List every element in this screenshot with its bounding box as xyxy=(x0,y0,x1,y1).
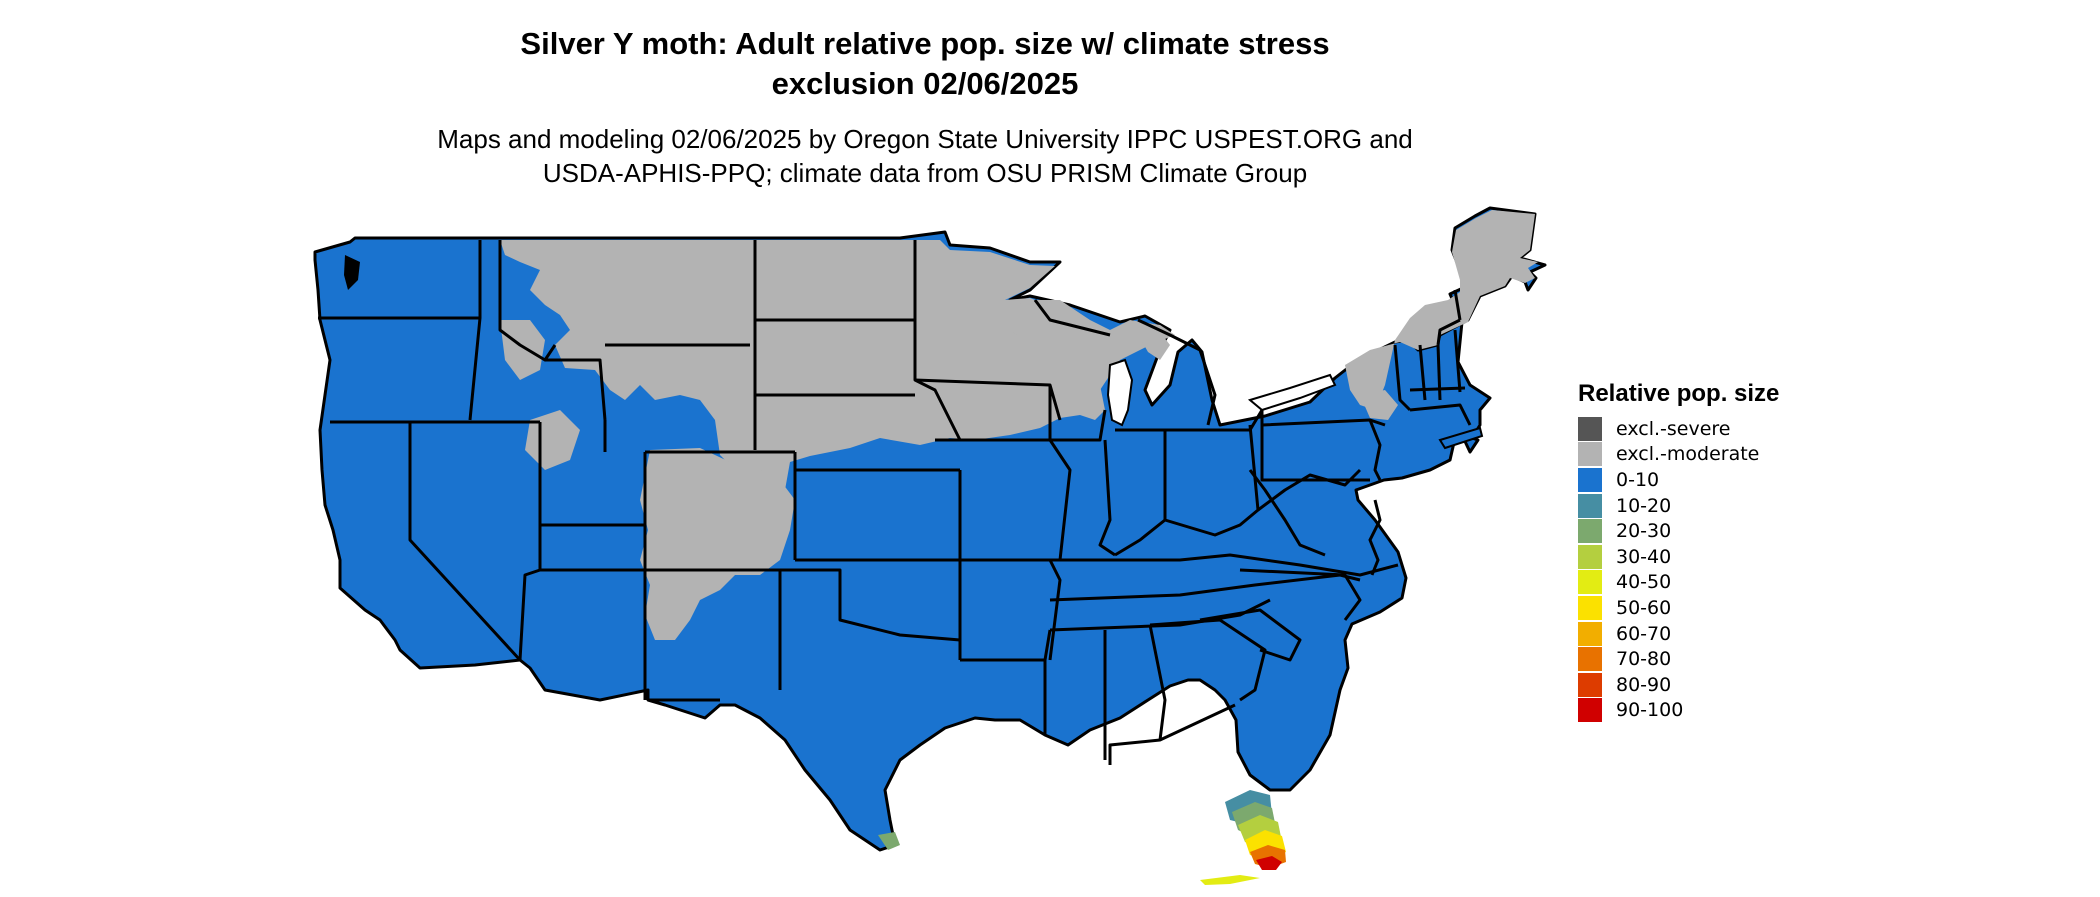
gray-idaho-patch xyxy=(500,320,545,380)
legend-item: excl.-severe xyxy=(1578,416,1779,442)
legend-label: excl.-moderate xyxy=(1616,443,1760,466)
legend-swatch xyxy=(1578,442,1602,467)
legend-item: 50-60 xyxy=(1578,595,1779,621)
legend-item: 10-20 xyxy=(1578,493,1779,519)
legend: Relative pop. size excl.-severe excl.-mod… xyxy=(1578,380,1779,723)
florida-90-100 xyxy=(1256,856,1282,870)
legend-item: excl.-moderate xyxy=(1578,442,1779,468)
legend-item: 20-30 xyxy=(1578,518,1779,544)
legend-label: 10-20 xyxy=(1616,494,1672,517)
legend-item: 0-10 xyxy=(1578,467,1779,493)
legend-items: excl.-severe excl.-moderate 0-10 10-20 20-30… xyxy=(1578,416,1779,723)
long-island xyxy=(1438,426,1484,450)
legend-item: 30-40 xyxy=(1578,544,1779,570)
legend-item: 90-100 xyxy=(1578,698,1779,724)
legend-label: 60-70 xyxy=(1616,622,1672,645)
map-title-line2: exclusion 02/06/2025 xyxy=(771,66,1079,101)
gray-colorado-rockies xyxy=(640,448,795,640)
legend-label: 20-30 xyxy=(1616,520,1672,543)
map-title: Silver Y moth: Adult relative pop. size … xyxy=(0,24,1850,104)
texas-tip-20-30 xyxy=(878,832,900,850)
legend-swatch xyxy=(1578,647,1602,672)
legend-item: 60-70 xyxy=(1578,621,1779,647)
legend-label: 90-100 xyxy=(1616,699,1684,722)
legend-swatch xyxy=(1578,467,1602,492)
legend-label: excl.-severe xyxy=(1616,417,1731,440)
puget-sound xyxy=(344,255,360,290)
legend-swatch xyxy=(1578,519,1602,544)
legend-item: 40-50 xyxy=(1578,570,1779,596)
legend-label: 0-10 xyxy=(1616,468,1660,491)
map-subtitle: Maps and modeling 02/06/2025 by Oregon S… xyxy=(0,122,1850,190)
legend-label: 70-80 xyxy=(1616,648,1672,671)
legend-title: Relative pop. size xyxy=(1578,380,1780,407)
gray-north-plains xyxy=(500,240,1105,505)
legend-label: 50-60 xyxy=(1616,596,1672,619)
chesapeake-bay xyxy=(1368,499,1382,576)
legend-label: 40-50 xyxy=(1616,571,1672,594)
legend-swatch xyxy=(1578,595,1602,620)
gray-ny-patch xyxy=(1360,390,1398,420)
state-borders xyxy=(318,240,1472,765)
gray-wisconsin-mich xyxy=(1000,300,1175,412)
gray-upper-mich xyxy=(1140,332,1170,360)
florida-keys xyxy=(1200,875,1260,885)
legend-item: 70-80 xyxy=(1578,646,1779,672)
gray-new-england xyxy=(1345,210,1538,410)
map-title-line1: Silver Y moth: Adult relative pop. size … xyxy=(520,26,1330,61)
legend-swatch xyxy=(1578,621,1602,646)
map-subtitle-line2: USDA-APHIS-PPQ; climate data from OSU PR… xyxy=(542,158,1308,188)
legend-label: 80-90 xyxy=(1616,673,1672,696)
legend-swatch xyxy=(1578,698,1602,723)
legend-swatch xyxy=(1578,493,1602,518)
legend-swatch xyxy=(1578,570,1602,595)
map-subtitle-line1: Maps and modeling 02/06/2025 by Oregon S… xyxy=(437,124,1413,154)
legend-label: 30-40 xyxy=(1616,545,1672,568)
lake-michigan xyxy=(1106,358,1134,427)
legend-swatch xyxy=(1578,416,1602,441)
legend-swatch xyxy=(1578,672,1602,697)
legend-item: 80-90 xyxy=(1578,672,1779,698)
legend-swatch xyxy=(1578,544,1602,569)
